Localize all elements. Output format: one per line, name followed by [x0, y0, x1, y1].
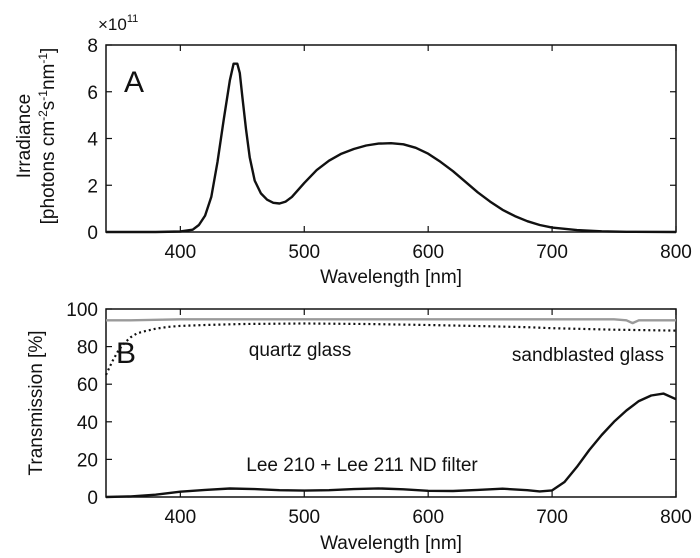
panel-b-y-axis-label: Transmission [%] [26, 331, 47, 476]
y-tick-label: 8 [87, 36, 98, 57]
annotation-quartz-glass: quartz glass [249, 340, 351, 361]
x-tick-label: 600 [412, 242, 444, 263]
panel-b-axes-frame [105, 308, 677, 498]
x-tick-label: 500 [288, 507, 320, 528]
x-tick-label: 800 [660, 507, 692, 528]
y-tick-label: 80 [77, 338, 98, 359]
ylabel-sup-1: -2 [36, 110, 50, 121]
x-tick-label: 400 [164, 242, 196, 263]
panel-b-lines [105, 318, 677, 499]
ylabel-part-1: [photons cm [38, 121, 59, 225]
y-tick-label: 4 [87, 130, 98, 151]
y-tick-label: 100 [66, 300, 98, 321]
panel-a-ticks: 400 500 600 700 800 0 2 4 6 8 [87, 36, 691, 263]
x-tick-label: 600 [412, 507, 444, 528]
x-tick-label: 400 [164, 507, 196, 528]
y-tick-label: 40 [77, 413, 98, 434]
y-tick-label: 2 [87, 176, 98, 197]
panel-a-scale-factor: ×1011 [98, 13, 138, 34]
panel-b: 400 500 600 700 800 0 20 40 60 80 100 B quartz gla… [26, 300, 692, 554]
panel-a-label: A [124, 66, 144, 99]
x-tick-label: 700 [536, 507, 568, 528]
y-tick-label: 0 [87, 488, 98, 509]
ylabel-part-3: nm [38, 64, 59, 90]
series-line-0 [106, 62, 677, 234]
panel-b-ticks: 400 500 600 700 800 0 20 40 60 80 100 [66, 300, 692, 528]
y-axis-label-line-1: Irradiance [14, 94, 35, 179]
panel-a-axes-frame [105, 44, 677, 233]
x-tick-label: 800 [660, 242, 692, 263]
scale-factor-base: ×10 [98, 15, 127, 34]
panel-a-y-axis-label: Irradiance [photons cm-2s-1nm-1] [14, 48, 59, 225]
series-line-2 [105, 392, 677, 499]
y-tick-label: 60 [77, 375, 98, 396]
annotation-sandblasted-glass: sandblasted glass [512, 345, 664, 366]
x-tick-label: 700 [536, 242, 568, 263]
y-tick-label: 6 [87, 83, 98, 104]
ylabel-sup-2: -1 [36, 90, 50, 101]
panel-a-x-axis-label: Wavelength [nm] [320, 267, 462, 288]
ylabel-sup-3: -1 [36, 53, 50, 64]
series-line-0 [106, 318, 676, 325]
y-tick-label: 20 [77, 450, 98, 471]
y-axis-label-line-2: [photons cm-2s-1nm-1] [36, 48, 59, 225]
x-tick-label: 500 [288, 242, 320, 263]
panel-b-label: B [116, 337, 136, 370]
annotation-lee-filter: Lee 210 + Lee 211 ND filter [246, 455, 478, 476]
panel-a-lines [106, 62, 677, 234]
ylabel-part-4: ] [38, 48, 59, 53]
ylabel-part-2: s [38, 101, 59, 111]
panel-b-x-axis-label: Wavelength [nm] [320, 533, 462, 554]
scale-factor-exponent: 11 [127, 13, 138, 25]
panel-a: 400 500 600 700 800 0 2 4 6 8 A ×1011 Wavelength … [14, 13, 692, 288]
y-tick-label: 0 [87, 223, 98, 244]
